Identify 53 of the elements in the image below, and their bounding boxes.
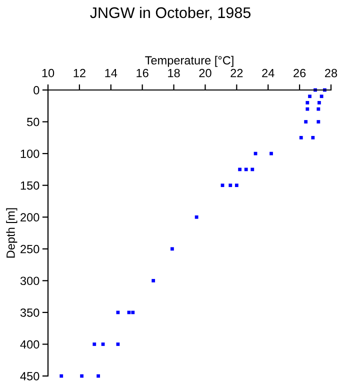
point <box>306 101 310 104</box>
point <box>311 136 315 140</box>
point <box>92 342 96 346</box>
y-tick-label: 200 <box>20 213 40 222</box>
point <box>131 310 135 314</box>
y-axis-title: Depth [m] <box>6 208 18 258</box>
point <box>320 94 324 98</box>
point <box>60 374 64 378</box>
x-tick-label: 22 <box>230 68 243 78</box>
x-tick-label: 18 <box>168 68 180 78</box>
y-tick-label: 100 <box>20 150 40 158</box>
y-tick-label: 400 <box>20 340 40 349</box>
point <box>316 120 320 124</box>
point <box>116 342 120 346</box>
y-tick-label: 250 <box>20 244 40 254</box>
y-tick-label: 150 <box>20 181 40 190</box>
x-tick-label: 24 <box>262 68 274 78</box>
x-tick-label: 26 <box>294 68 306 78</box>
chart-title: JNGW in October, 1985 <box>90 6 251 20</box>
point <box>270 152 273 156</box>
x-tick-label: 20 <box>199 68 212 78</box>
point <box>244 168 248 172</box>
point <box>127 310 131 314</box>
x-tick-label: 12 <box>74 68 86 78</box>
y-tick-label: 300 <box>20 276 40 286</box>
point <box>250 168 254 172</box>
point <box>116 310 120 314</box>
y-tick-label: 0 <box>34 86 40 94</box>
y-tick-label: 450 <box>20 372 40 380</box>
point <box>152 278 156 282</box>
point <box>80 374 84 378</box>
x-tick-label: 28 <box>325 68 338 78</box>
point <box>306 107 310 111</box>
point <box>220 184 224 188</box>
point <box>254 152 258 156</box>
point <box>316 107 320 111</box>
point <box>299 136 303 140</box>
point <box>228 184 232 188</box>
y-tick-label: 50 <box>27 118 40 126</box>
point <box>304 120 308 124</box>
x-tick-label: 10 <box>42 68 54 78</box>
point <box>318 101 321 104</box>
point <box>96 374 100 378</box>
point <box>170 247 174 251</box>
point <box>308 94 312 98</box>
y-tick-label: 350 <box>20 308 40 317</box>
point <box>238 168 242 172</box>
point <box>101 342 105 346</box>
x-tick-label: 16 <box>136 68 148 78</box>
point <box>194 215 198 219</box>
point <box>234 184 238 188</box>
x-axis-title: Temperature [°C] <box>145 56 234 67</box>
x-tick-label: 14 <box>105 69 118 78</box>
